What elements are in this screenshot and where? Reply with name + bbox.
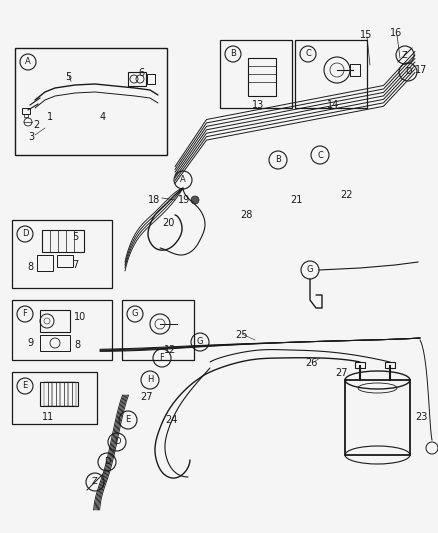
Bar <box>44 382 52 406</box>
Bar <box>57 255 73 267</box>
Text: G: G <box>132 310 138 319</box>
Bar <box>60 382 68 406</box>
Bar <box>24 114 28 117</box>
Text: 25: 25 <box>235 330 247 340</box>
Bar <box>12 372 97 424</box>
Bar <box>355 362 365 368</box>
Bar <box>128 72 146 86</box>
Text: 14: 14 <box>327 100 339 110</box>
Bar <box>40 310 70 332</box>
Text: D: D <box>104 457 110 466</box>
Text: A: A <box>25 58 31 67</box>
Bar <box>350 64 360 76</box>
Text: 8: 8 <box>27 262 33 272</box>
Text: 5: 5 <box>72 232 78 242</box>
Text: G: G <box>307 265 313 274</box>
Text: 8: 8 <box>74 340 80 350</box>
Bar <box>147 74 155 84</box>
Text: B: B <box>275 156 281 165</box>
Text: D: D <box>22 230 28 238</box>
Text: 3: 3 <box>28 132 34 142</box>
Text: C: C <box>305 50 311 59</box>
Text: 7: 7 <box>72 260 78 270</box>
Text: F: F <box>159 353 164 362</box>
Bar <box>40 382 78 406</box>
Text: D: D <box>405 68 411 77</box>
Bar <box>345 380 410 455</box>
Bar <box>385 362 395 368</box>
Text: 2: 2 <box>33 120 39 130</box>
Text: 27: 27 <box>335 368 347 378</box>
Text: C: C <box>317 150 323 159</box>
Bar <box>40 335 70 351</box>
Bar <box>220 40 292 108</box>
Text: 9: 9 <box>27 338 33 348</box>
Bar <box>52 382 60 406</box>
Text: 10: 10 <box>74 312 86 322</box>
Text: 27: 27 <box>140 392 152 402</box>
Text: 20: 20 <box>162 218 174 228</box>
Text: 1: 1 <box>47 112 53 122</box>
Bar <box>12 220 112 288</box>
Text: Z: Z <box>92 478 98 487</box>
Bar <box>37 255 53 271</box>
Bar <box>12 300 112 360</box>
Text: 23: 23 <box>415 413 427 423</box>
Text: 13: 13 <box>252 100 264 110</box>
Bar <box>42 230 84 252</box>
Bar <box>68 382 76 406</box>
Text: 22: 22 <box>340 190 353 200</box>
Text: F: F <box>23 310 28 319</box>
Text: E: E <box>125 416 131 424</box>
Bar <box>248 58 276 96</box>
Bar <box>15 48 167 155</box>
Text: 11: 11 <box>42 412 54 422</box>
Text: 15: 15 <box>360 30 372 40</box>
Text: 21: 21 <box>290 195 302 205</box>
Text: 12: 12 <box>164 345 177 355</box>
Text: 26: 26 <box>305 358 318 368</box>
Text: 24: 24 <box>165 415 177 425</box>
Text: 28: 28 <box>240 210 252 220</box>
Text: 5: 5 <box>65 72 71 82</box>
Text: B: B <box>230 50 236 59</box>
Text: A: A <box>180 175 186 184</box>
Circle shape <box>191 196 199 204</box>
Text: G: G <box>197 337 203 346</box>
Text: 17: 17 <box>415 65 427 75</box>
Bar <box>295 40 367 108</box>
Text: Z: Z <box>402 51 408 60</box>
Text: 19: 19 <box>178 195 190 205</box>
Text: D: D <box>114 438 120 447</box>
Bar <box>22 108 30 114</box>
Text: 6: 6 <box>138 68 144 78</box>
Bar <box>122 300 194 360</box>
Text: 18: 18 <box>148 195 160 205</box>
Text: E: E <box>22 382 28 391</box>
Text: 4: 4 <box>100 112 106 122</box>
Text: 16: 16 <box>390 28 402 38</box>
Text: H: H <box>147 376 153 384</box>
